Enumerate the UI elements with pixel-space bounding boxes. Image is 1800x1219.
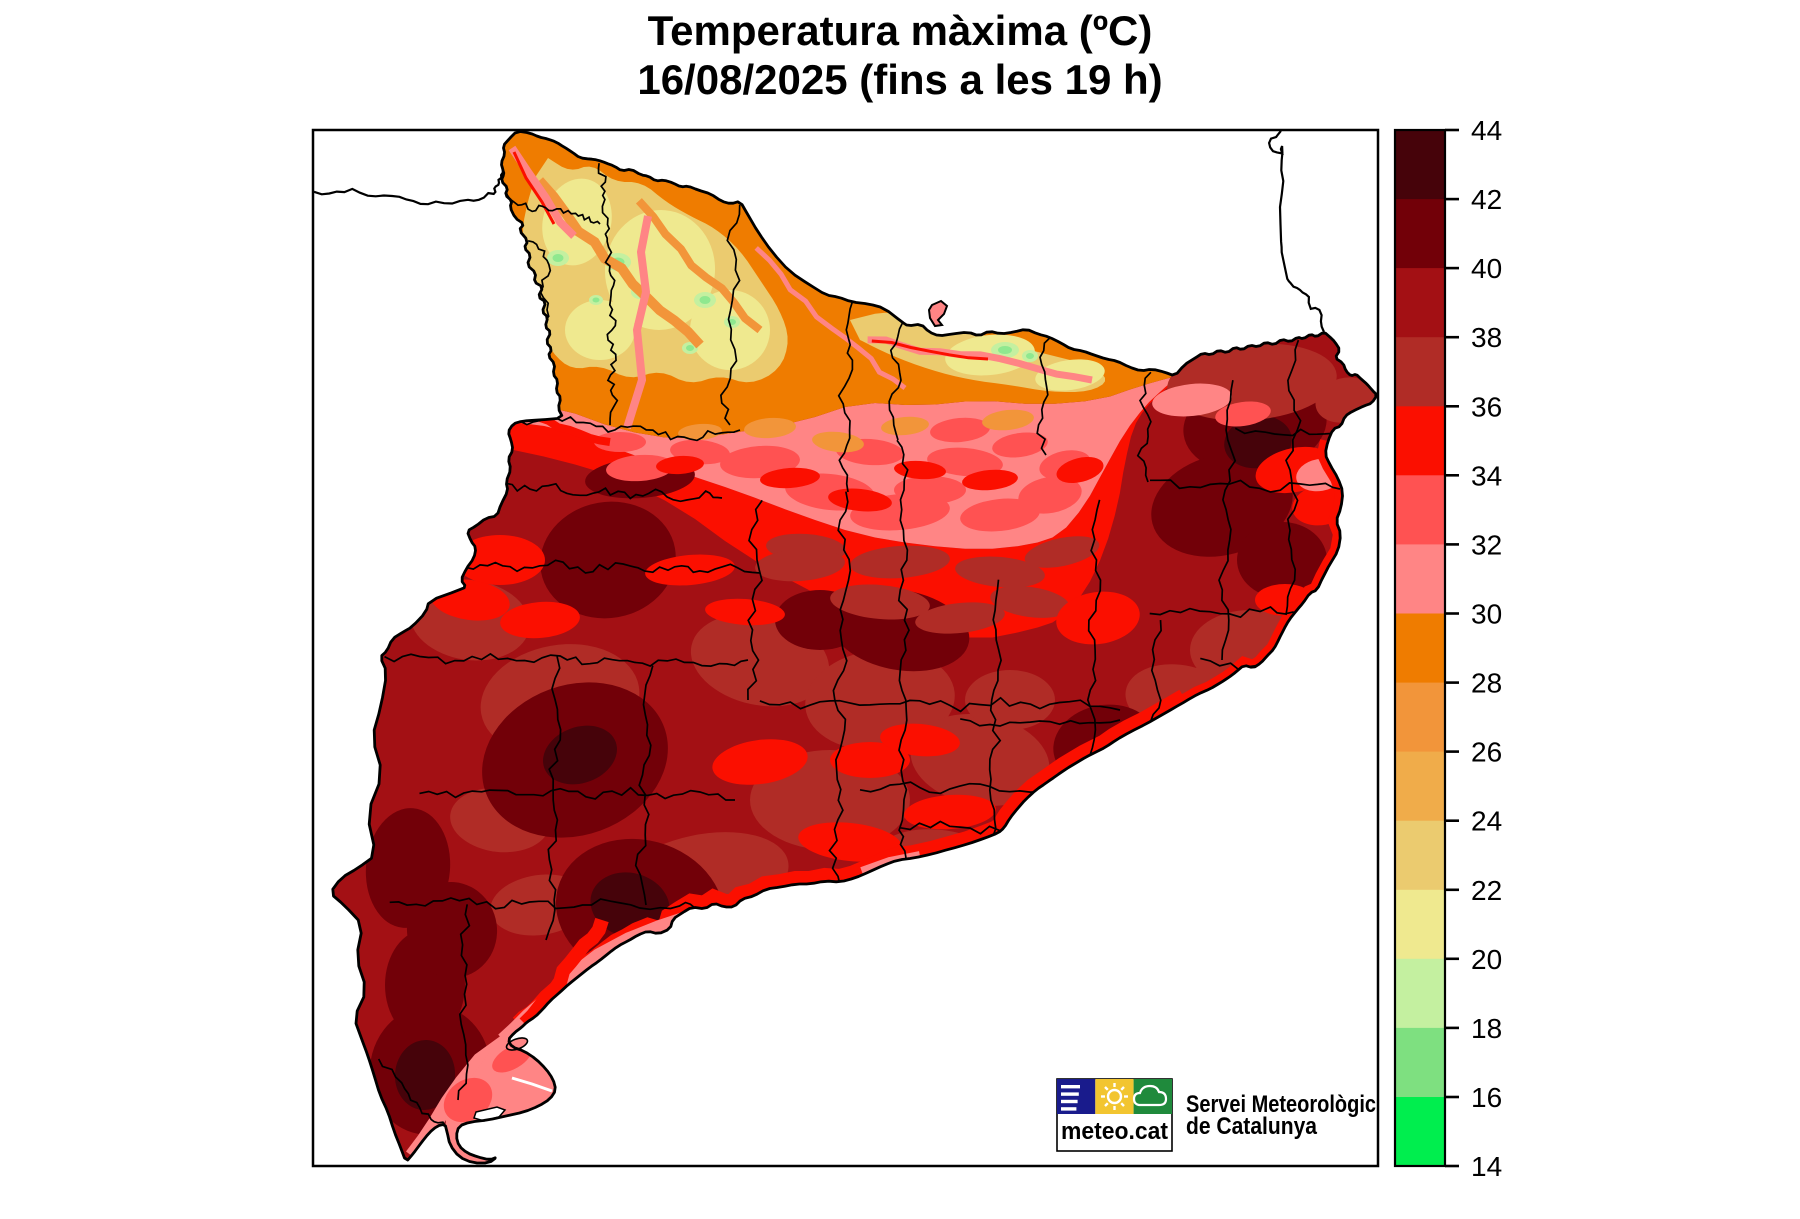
svg-text:32: 32 (1471, 529, 1502, 560)
svg-text:de Catalunya: de Catalunya (1186, 1113, 1318, 1140)
svg-text:26: 26 (1471, 737, 1502, 768)
svg-text:16: 16 (1471, 1082, 1502, 1113)
svg-text:22: 22 (1471, 875, 1502, 906)
svg-text:40: 40 (1471, 253, 1502, 284)
svg-text:14: 14 (1471, 1151, 1502, 1182)
svg-text:44: 44 (1471, 115, 1502, 146)
svg-text:30: 30 (1471, 599, 1502, 630)
svg-text:34: 34 (1471, 460, 1502, 491)
svg-text:20: 20 (1471, 944, 1502, 975)
svg-text:meteo.cat: meteo.cat (1061, 1118, 1168, 1145)
svg-text:42: 42 (1471, 184, 1502, 215)
svg-text:Servei Meteorològic: Servei Meteorològic (1186, 1091, 1376, 1118)
svg-text:36: 36 (1471, 391, 1502, 422)
svg-text:28: 28 (1471, 668, 1502, 699)
svg-text:18: 18 (1471, 1013, 1502, 1044)
svg-text:38: 38 (1471, 322, 1502, 353)
svg-text:24: 24 (1471, 806, 1502, 837)
